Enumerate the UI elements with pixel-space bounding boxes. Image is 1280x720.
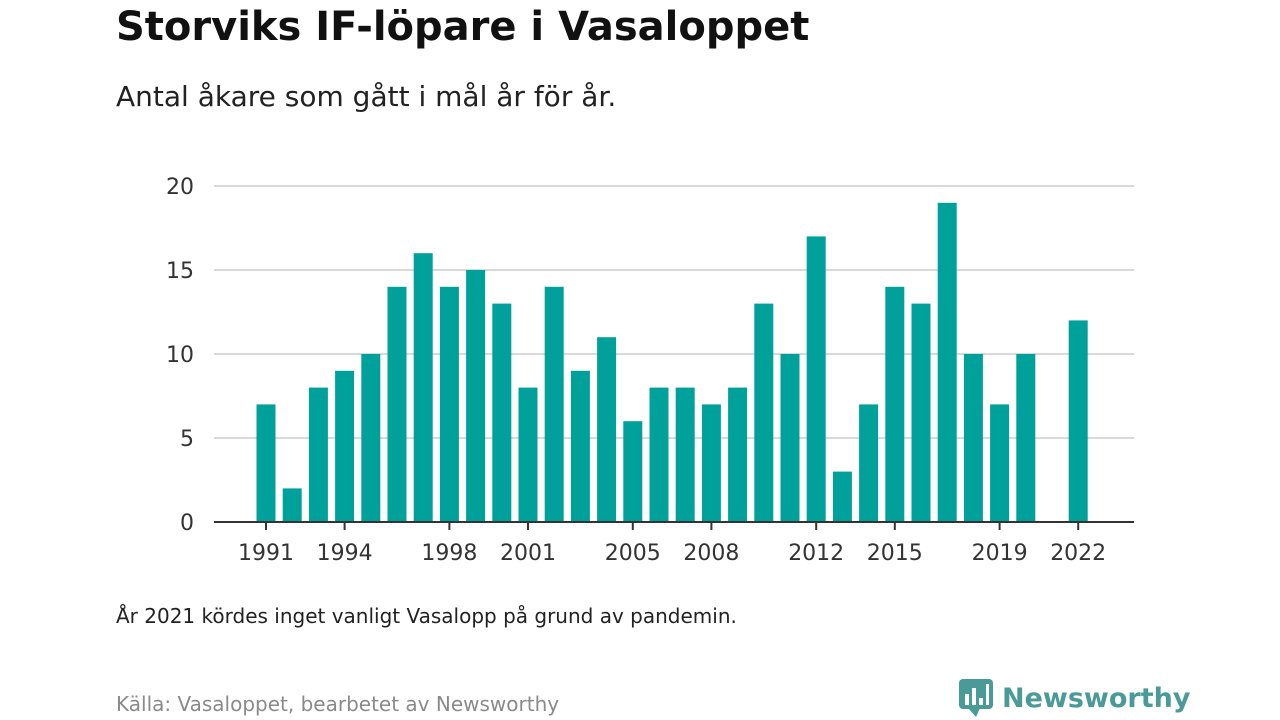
newsworthy-brand[interactable]: Newsworthy: [958, 678, 1190, 718]
x-tick-label: 1998: [421, 541, 477, 566]
bar-1992: [282, 488, 302, 522]
y-tick-label: 5: [180, 427, 194, 452]
bar-2016: [911, 303, 931, 522]
bar-2019: [990, 404, 1010, 522]
x-tick-label: 2019: [972, 541, 1028, 566]
chart-subtitle: Antal åkare som gått i mål år för år.: [116, 80, 617, 113]
bar-1993: [308, 387, 328, 522]
bar-2020: [1016, 354, 1036, 522]
bar-1994: [335, 370, 355, 522]
bar-2017: [937, 202, 957, 523]
bar-1995: [361, 354, 381, 522]
x-tick-label: 2012: [788, 541, 844, 566]
brand-name: Newsworthy: [1002, 682, 1191, 714]
bar-2010: [754, 303, 774, 522]
x-tick-label: 2008: [683, 541, 739, 566]
x-tick-label: 1991: [238, 541, 294, 566]
bar-2012: [806, 236, 826, 522]
chart-note: År 2021 kördes inget vanligt Vasalopp på…: [116, 604, 737, 628]
bar-1997: [413, 253, 433, 522]
bar-1999: [466, 270, 486, 522]
bar-2015: [885, 286, 905, 522]
bar-2001: [518, 387, 538, 522]
bar-2018: [963, 354, 983, 522]
bar-2006: [649, 387, 669, 522]
bar-2003: [570, 370, 590, 522]
chart-title: Storviks IF-löpare i Vasaloppet: [116, 4, 810, 50]
bar-2022: [1068, 320, 1088, 522]
source-text: Källa: Vasaloppet, bearbetet av Newswort…: [116, 692, 560, 716]
bar-2014: [859, 404, 879, 522]
bar-1991: [256, 404, 276, 522]
y-axis-ticks: 0 5 10 15 20: [166, 175, 194, 536]
y-tick-label: 20: [166, 175, 194, 200]
bar-2011: [780, 354, 800, 522]
bar-2002: [544, 286, 564, 522]
y-tick-label: 10: [166, 343, 194, 368]
bar-2013: [832, 471, 852, 522]
x-tick-label: 2015: [867, 541, 923, 566]
bar-2004: [597, 337, 617, 522]
x-tick-label: 2022: [1050, 541, 1106, 566]
x-tick-label: 1994: [317, 541, 373, 566]
bar-chart: 0 5 10 15 20 1991 1994 1998 2001 2005 2008 2012 201…: [166, 175, 1134, 566]
x-tick-label: 2001: [500, 541, 556, 566]
bar-1996: [387, 286, 407, 522]
bars: [256, 202, 1088, 523]
x-tick-label: 2005: [605, 541, 661, 566]
x-axis-ticks: 1991 1994 1998 2001 2005 2008 2012 2015 2019 2022: [238, 522, 1106, 566]
bar-chart-speech-bubble-icon: [959, 679, 993, 717]
bar-2009: [728, 387, 748, 522]
bar-2000: [492, 303, 512, 522]
y-tick-label: 15: [166, 259, 194, 284]
bar-2007: [675, 387, 695, 522]
bar-2005: [623, 421, 643, 522]
bar-2008: [701, 404, 721, 522]
y-tick-label: 0: [180, 511, 194, 536]
bar-1998: [439, 286, 459, 522]
